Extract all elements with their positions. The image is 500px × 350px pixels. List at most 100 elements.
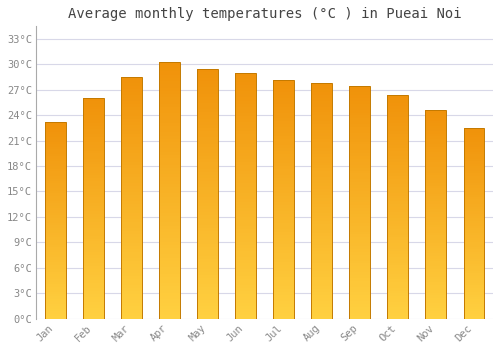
Bar bbox=[235, 153, 256, 156]
Bar bbox=[197, 281, 218, 284]
Bar bbox=[235, 282, 256, 285]
Bar bbox=[121, 282, 142, 285]
Bar bbox=[273, 303, 294, 307]
Bar bbox=[44, 254, 66, 257]
Bar bbox=[235, 193, 256, 196]
Bar bbox=[197, 203, 218, 206]
Bar bbox=[121, 164, 142, 168]
Bar bbox=[350, 263, 370, 266]
Bar bbox=[197, 122, 218, 125]
Bar bbox=[464, 250, 484, 252]
Bar bbox=[464, 133, 484, 135]
Bar bbox=[197, 178, 218, 181]
Bar bbox=[83, 247, 103, 250]
Bar bbox=[350, 145, 370, 147]
Bar bbox=[426, 248, 446, 251]
Bar bbox=[464, 152, 484, 154]
Bar bbox=[426, 120, 446, 123]
Bar bbox=[235, 100, 256, 104]
Bar bbox=[273, 151, 294, 154]
Bar bbox=[464, 142, 484, 145]
Bar bbox=[350, 199, 370, 203]
Bar bbox=[44, 127, 66, 130]
Bar bbox=[83, 288, 103, 291]
Bar bbox=[121, 306, 142, 309]
Bar bbox=[311, 295, 332, 298]
Bar bbox=[350, 112, 370, 116]
Bar bbox=[44, 272, 66, 274]
Bar bbox=[350, 110, 370, 113]
Bar bbox=[464, 183, 484, 185]
Bar bbox=[121, 298, 142, 300]
Bar bbox=[388, 251, 408, 254]
Bar bbox=[235, 260, 256, 263]
Bar bbox=[197, 112, 218, 116]
Bar bbox=[464, 171, 484, 173]
Bar bbox=[197, 162, 218, 166]
Bar bbox=[235, 149, 256, 153]
Bar bbox=[121, 183, 142, 186]
Bar bbox=[426, 186, 446, 188]
Bar bbox=[83, 131, 103, 134]
Bar bbox=[273, 274, 294, 277]
Bar bbox=[83, 115, 103, 118]
Bar bbox=[464, 299, 484, 302]
Bar bbox=[235, 236, 256, 239]
Bar bbox=[311, 145, 332, 148]
Bar bbox=[121, 288, 142, 292]
Bar bbox=[83, 252, 103, 255]
Bar bbox=[83, 173, 103, 175]
Bar bbox=[83, 230, 103, 233]
Bar bbox=[44, 277, 66, 279]
Bar bbox=[121, 261, 142, 264]
Bar bbox=[388, 218, 408, 221]
Bar bbox=[121, 225, 142, 228]
Bar bbox=[388, 209, 408, 212]
Bar bbox=[83, 112, 103, 115]
Bar bbox=[44, 159, 66, 161]
Bar bbox=[44, 171, 66, 174]
Bar bbox=[273, 85, 294, 89]
Bar bbox=[197, 131, 218, 134]
Bar bbox=[464, 257, 484, 259]
Bar bbox=[388, 313, 408, 316]
Bar bbox=[83, 266, 103, 269]
Bar bbox=[464, 197, 484, 199]
Bar bbox=[350, 185, 370, 188]
Bar bbox=[83, 239, 103, 241]
Bar bbox=[159, 107, 180, 110]
Bar bbox=[464, 307, 484, 309]
Bar bbox=[159, 145, 180, 148]
Bar bbox=[388, 271, 408, 274]
Bar bbox=[273, 83, 294, 86]
Bar bbox=[159, 168, 180, 171]
Bar bbox=[388, 193, 408, 196]
Bar bbox=[388, 226, 408, 229]
Bar bbox=[350, 316, 370, 318]
Bar bbox=[83, 200, 103, 203]
Bar bbox=[311, 245, 332, 248]
Bar bbox=[159, 113, 180, 117]
Bar bbox=[121, 77, 142, 80]
Bar bbox=[159, 299, 180, 302]
Bar bbox=[235, 251, 256, 254]
Bar bbox=[83, 192, 103, 195]
Bar bbox=[311, 210, 332, 212]
Bar bbox=[426, 287, 446, 290]
Bar bbox=[159, 280, 180, 283]
Bar bbox=[197, 84, 218, 88]
Bar bbox=[83, 203, 103, 206]
Bar bbox=[235, 104, 256, 107]
Bar bbox=[426, 183, 446, 186]
Bar bbox=[426, 157, 446, 160]
Bar bbox=[197, 87, 218, 91]
Bar bbox=[388, 170, 408, 173]
Bar bbox=[44, 287, 66, 289]
Bar bbox=[426, 230, 446, 233]
Bar bbox=[273, 80, 294, 318]
Bar bbox=[159, 245, 180, 248]
Bar bbox=[388, 156, 408, 159]
Bar bbox=[44, 252, 66, 255]
Bar bbox=[464, 140, 484, 142]
Bar bbox=[311, 98, 332, 101]
